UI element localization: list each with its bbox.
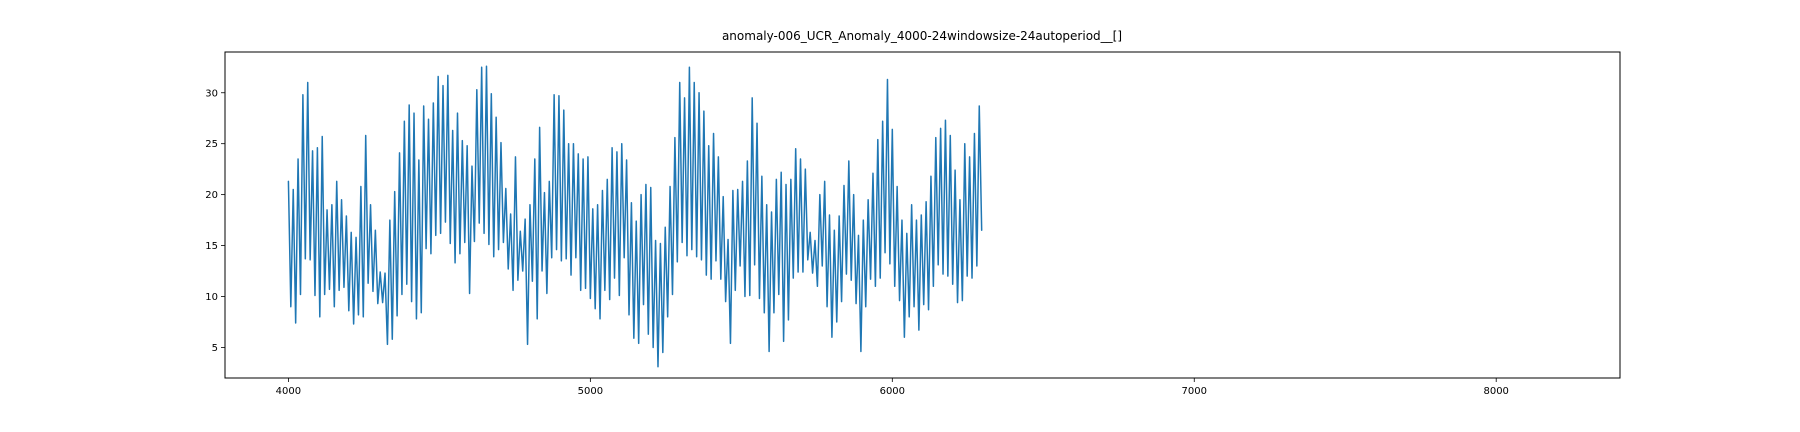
- x-axis: 4000 5000 6000 7000 8000: [276, 378, 1509, 397]
- chart-title: anomaly-006_UCR_Anomaly_4000-24windowsiz…: [722, 29, 1122, 43]
- x-tick-label: 6000: [880, 386, 905, 397]
- y-tick-label: 25: [205, 139, 218, 150]
- axes-frame: [224, 51, 1621, 379]
- x-tick-label: 5000: [578, 386, 603, 397]
- y-tick-label: 15: [205, 241, 218, 252]
- plot-area: [287, 65, 983, 368]
- x-tick-label: 4000: [276, 386, 301, 397]
- y-axis: 5 10 15 20 25 30: [205, 88, 225, 354]
- y-tick-label: 5: [212, 343, 218, 354]
- x-tick-label: 7000: [1182, 386, 1207, 397]
- y-tick-label: 10: [205, 292, 218, 303]
- series-line: [287, 65, 983, 368]
- y-tick-label: 30: [205, 88, 218, 99]
- x-tick-label: 8000: [1483, 386, 1508, 397]
- y-tick-label: 20: [205, 190, 218, 201]
